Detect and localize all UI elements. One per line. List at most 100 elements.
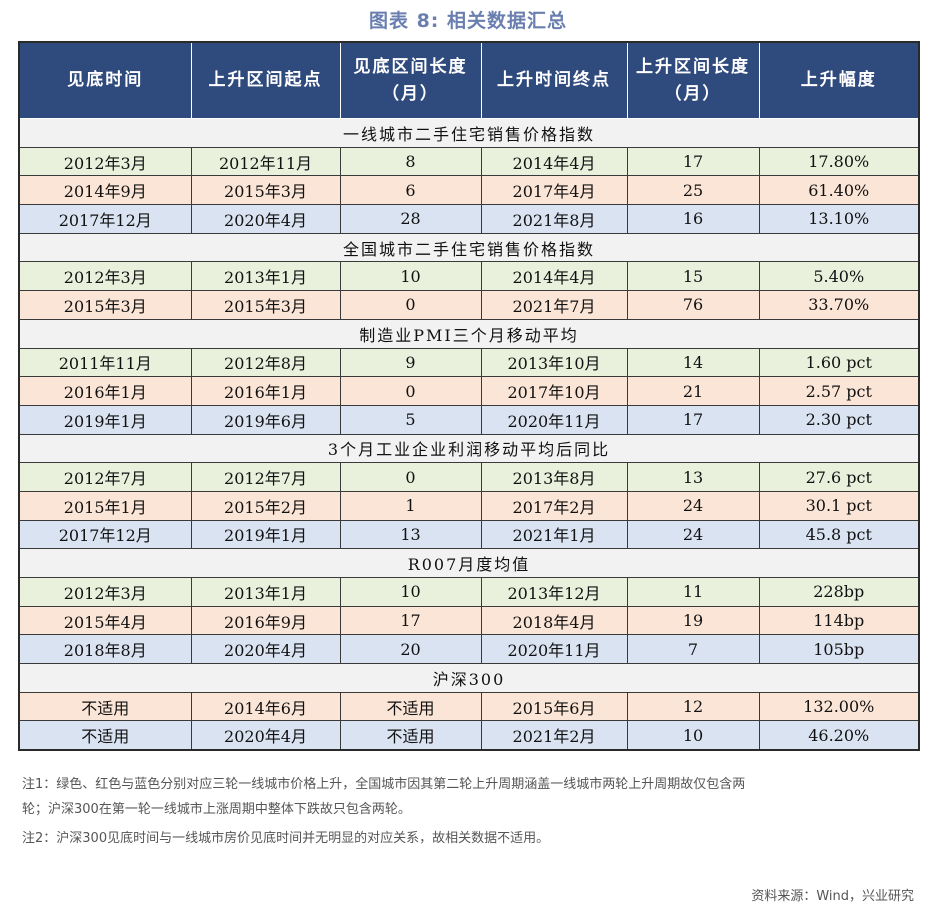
table-row: 2019年1月 2019年6月 5 2020年11月 17 2.30 pct	[18, 404, 920, 435]
table-cell: 10	[339, 577, 482, 607]
table-cell: 2012年7月	[190, 462, 341, 492]
table-cell: 2015年3月	[18, 290, 192, 320]
table-cell: 2016年1月	[18, 376, 192, 406]
table-cell: 不适用	[18, 691, 192, 722]
table-cell: 2019年1月	[18, 404, 192, 435]
table-cell: 5.40%	[758, 261, 920, 292]
table-cell: 24	[626, 519, 760, 550]
note-1-line-2: 轮；沪深300在第一轮一线城市上涨周期中整体下跌故只包含两轮。	[22, 802, 411, 817]
table-cell: 2017年12月	[18, 519, 192, 550]
table-cell: 不适用	[339, 691, 482, 722]
table-cell: 2013年1月	[190, 261, 341, 292]
table-cell: 15	[626, 261, 760, 292]
table-cell: 2017年4月	[480, 175, 628, 206]
table-cell: 2017年10月	[480, 376, 628, 406]
figure-title: 图表 8: 相关数据汇总	[368, 10, 568, 32]
table-cell: 2013年1月	[190, 577, 341, 607]
table-cell: 1.60 pct	[758, 347, 920, 378]
table-cell: 21	[626, 376, 760, 406]
header-bottom-time: 见底时间	[18, 41, 192, 119]
table-cell: 2015年4月	[18, 605, 192, 636]
table-cell: 2011年11月	[18, 347, 192, 378]
table-row: 2015年3月 2015年3月 0 2021年7月 76 33.70%	[18, 290, 920, 320]
table-cell: 1	[339, 490, 482, 521]
section-row: R007月度均值	[18, 548, 920, 578]
section-row: 沪深300	[18, 663, 920, 693]
table-cell: 2020年4月	[190, 634, 341, 665]
table-cell: 不适用	[339, 720, 482, 751]
table-cell: 2.57 pct	[758, 376, 920, 406]
table-cell: 45.8 pct	[758, 519, 920, 550]
table-cell: 2014年4月	[480, 146, 628, 177]
section-title: 全国城市二手住宅销售价格指数	[18, 232, 920, 263]
table-cell: 2013年12月	[480, 577, 628, 607]
note-2: 注2：沪深300见底时间与一线城市房价见底时间并无明显的对应关系，故相关数据不适…	[22, 831, 550, 846]
table-cell: 30.1 pct	[758, 490, 920, 521]
section-title: R007月度均值	[18, 548, 920, 578]
table-cell: 17	[339, 605, 482, 636]
table-cell: 28	[339, 204, 482, 234]
table-row: 2012年3月 2013年1月 10 2013年12月 11 228bp	[18, 577, 920, 607]
table-cell: 2021年2月	[480, 720, 628, 751]
table-cell: 5	[339, 404, 482, 435]
table-row: 2011年11月 2012年8月 9 2013年10月 14 1.60 pct	[18, 347, 920, 378]
table-cell: 不适用	[18, 720, 192, 751]
table-cell: 2015年1月	[18, 490, 192, 521]
table-cell: 2014年6月	[190, 691, 341, 722]
table-cell: 0	[339, 376, 482, 406]
table-cell: 2018年4月	[480, 605, 628, 636]
table-cell: 16	[626, 204, 760, 234]
table-cell: 46.20%	[758, 720, 920, 751]
table-row: 2015年4月 2016年9月 17 2018年4月 19 114bp	[18, 605, 920, 636]
table-row: 2012年3月 2013年1月 10 2014年4月 15 5.40%	[18, 261, 920, 292]
table-cell: 2020年11月	[480, 404, 628, 435]
header-rise-end: 上升时间终点	[480, 41, 628, 119]
table-cell: 17.80%	[758, 146, 920, 177]
table-cell: 2014年4月	[480, 261, 628, 292]
table-cell: 17	[626, 404, 760, 435]
table-cell: 2017年12月	[18, 204, 192, 234]
table-cell: 2020年4月	[190, 204, 341, 234]
table-cell: 7	[626, 634, 760, 665]
section-title: 3个月工业企业利润移动平均后同比	[18, 433, 920, 464]
table-cell: 76	[626, 290, 760, 320]
header-rise-length: 上升区间长度 （月）	[626, 41, 760, 119]
header-bottom-length: 见底区间长度 （月）	[339, 41, 482, 119]
table-row: 2016年1月 2016年1月 0 2017年10月 21 2.57 pct	[18, 376, 920, 406]
table-row: 2017年12月 2020年4月 28 2021年8月 16 13.10%	[18, 204, 920, 234]
table-cell: 2021年8月	[480, 204, 628, 234]
table-cell: 2016年1月	[190, 376, 341, 406]
section-row: 全国城市二手住宅销售价格指数	[18, 232, 920, 263]
table-cell: 114bp	[758, 605, 920, 636]
table-cell: 2012年3月	[18, 261, 192, 292]
table-cell: 11	[626, 577, 760, 607]
table-cell: 17	[626, 146, 760, 177]
section-title: 沪深300	[18, 663, 920, 693]
table-cell: 8	[339, 146, 482, 177]
table-cell: 9	[339, 347, 482, 378]
table-cell: 2015年3月	[190, 175, 341, 206]
table-cell: 2012年11月	[190, 146, 341, 177]
source-credit: 资料来源：Wind，兴业研究	[751, 889, 914, 904]
table-cell: 10	[339, 261, 482, 292]
table-cell: 14	[626, 347, 760, 378]
table-cell: 19	[626, 605, 760, 636]
table-row: 2012年3月 2012年11月 8 2014年4月 17 17.80%	[18, 146, 920, 177]
table-cell: 2015年3月	[190, 290, 341, 320]
table-cell: 6	[339, 175, 482, 206]
table-cell: 2.30 pct	[758, 404, 920, 435]
table-cell: 2012年3月	[18, 577, 192, 607]
table-cell: 2021年1月	[480, 519, 628, 550]
table-cell: 2012年8月	[190, 347, 341, 378]
header-rise-start: 上升区间起点	[190, 41, 341, 119]
table-cell: 2017年2月	[480, 490, 628, 521]
table-cell: 24	[626, 490, 760, 521]
table-cell: 2012年7月	[18, 462, 192, 492]
table-cell: 27.6 pct	[758, 462, 920, 492]
table-row: 2017年12月 2019年1月 13 2021年1月 24 45.8 pct	[18, 519, 920, 550]
header-rise-magnitude: 上升幅度	[758, 41, 920, 119]
table-cell: 2014年9月	[18, 175, 192, 206]
table-cell: 13	[339, 519, 482, 550]
table-cell: 10	[626, 720, 760, 751]
section-title: 制造业PMI三个月移动平均	[18, 318, 920, 349]
